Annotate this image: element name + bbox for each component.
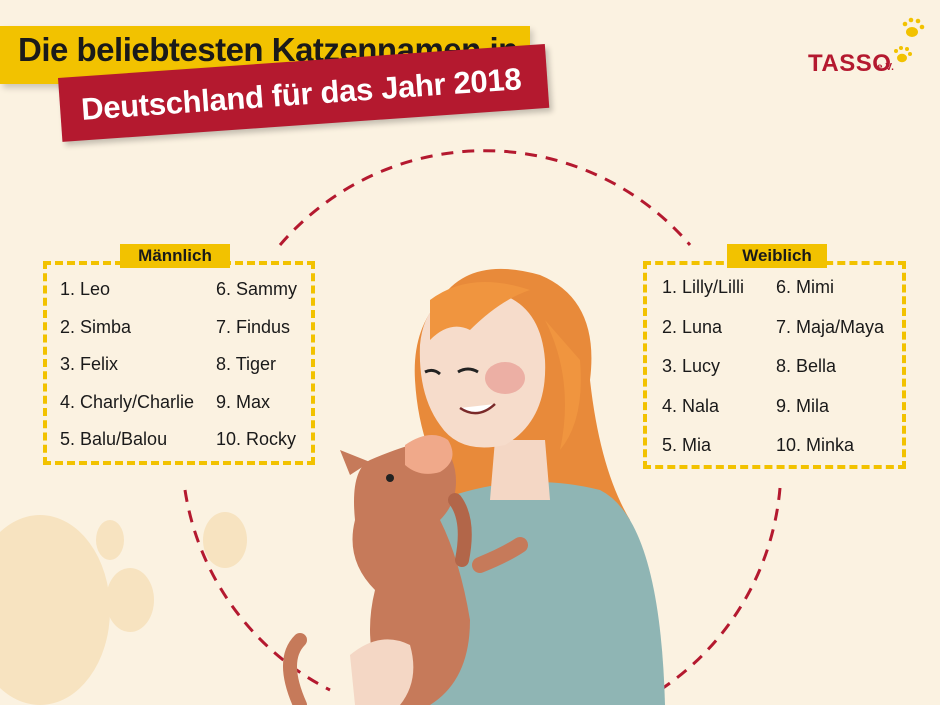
paw-prints-icon xyxy=(894,17,925,63)
female-col-2: 6. Mimi 7. Maja/Maya 8. Bella 9. Mila 10… xyxy=(776,277,884,475)
list-item: 6. Sammy xyxy=(216,279,298,299)
list-item: 4. Charly/Charlie xyxy=(60,391,195,412)
female-col-1: 1. Lilly/Lilli 2. Luna 3. Lucy 4. Nala 5… xyxy=(662,277,744,475)
neck xyxy=(490,440,550,500)
list-item: 1. Lilly/Lilli xyxy=(662,277,745,297)
male-label: Männlich xyxy=(120,244,230,268)
cat-leg xyxy=(472,537,528,573)
list-item: 9. Max xyxy=(216,391,271,412)
dashed-arc-right xyxy=(659,487,782,692)
dashed-arc-top xyxy=(278,149,692,246)
hair-strand xyxy=(545,320,581,450)
cat-paw xyxy=(448,493,472,567)
list-item: 6. Mimi xyxy=(776,277,834,297)
list-item: 4. Nala xyxy=(662,395,720,416)
mouth xyxy=(459,403,496,415)
face xyxy=(419,290,546,448)
cat-muzzle xyxy=(405,435,453,474)
cat-ear xyxy=(340,450,370,475)
eye xyxy=(424,368,441,376)
background-blob xyxy=(96,520,124,560)
logo-suffix: e.V. xyxy=(877,62,894,73)
list-item: 2. Simba xyxy=(60,316,132,337)
male-col-1: 1. Leo 2. Simba 3. Felix 4. Charly/Charl… xyxy=(60,279,194,467)
list-item: 7. Maja/Maya xyxy=(776,316,885,337)
list-item: 8. Bella xyxy=(776,356,837,376)
male-col-2: 6. Sammy 7. Findus 8. Tiger 9. Max 10. R… xyxy=(216,279,297,467)
cat-tail xyxy=(283,633,307,705)
hair-front xyxy=(430,282,530,340)
background-blob xyxy=(106,568,154,632)
eye xyxy=(457,367,479,374)
logo-name: TASSO xyxy=(808,50,892,77)
list-item: 8. Tiger xyxy=(216,354,277,374)
hand xyxy=(350,639,414,705)
list-item: 7. Findus xyxy=(216,316,291,337)
list-item: 3. Felix xyxy=(60,354,119,374)
dashed-arc-left xyxy=(183,489,331,692)
cat-body xyxy=(352,440,470,705)
list-item: 10. Rocky xyxy=(216,429,297,449)
list-item: 1. Leo xyxy=(60,279,111,299)
female-label: Weiblich xyxy=(727,244,827,268)
list-item: 3. Lucy xyxy=(662,356,721,376)
list-item: 5. Mia xyxy=(662,435,712,455)
cheek-blush xyxy=(485,362,525,394)
background-blob xyxy=(0,515,110,705)
background-blob xyxy=(203,512,247,568)
list-item: 9. Mila xyxy=(776,395,830,416)
cat-eye xyxy=(386,474,394,482)
list-item: 2. Luna xyxy=(662,316,723,337)
list-item: 5. Balu/Balou xyxy=(60,429,168,449)
list-item: 10. Minka xyxy=(776,435,855,455)
